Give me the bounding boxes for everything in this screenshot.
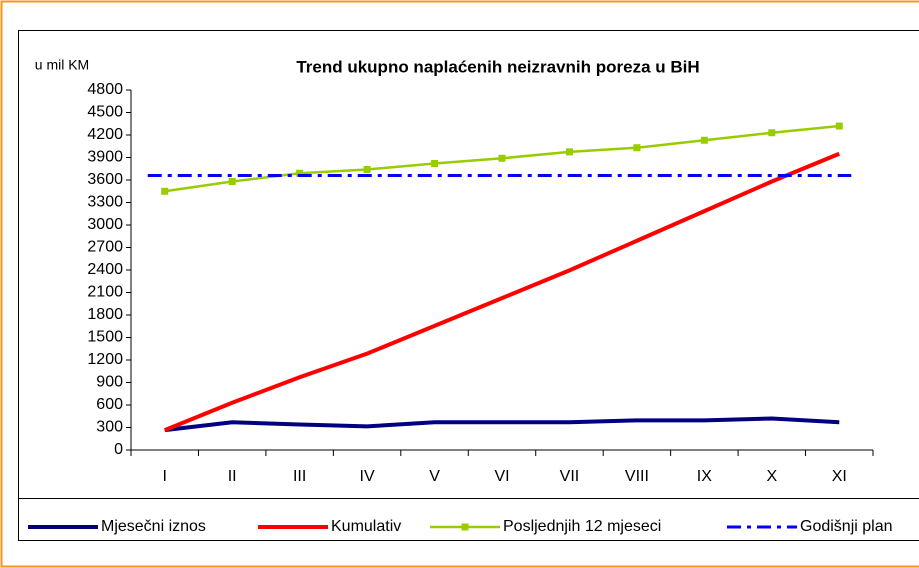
x-tick-label: II [228, 468, 237, 485]
y-tick-label: 2400 [87, 261, 123, 278]
x-tick-label: XI [832, 468, 847, 485]
y-tick-label: 4800 [87, 81, 123, 98]
point-marker [835, 122, 843, 130]
series-line [163, 151, 841, 432]
y-tick-label: 3300 [87, 194, 123, 211]
y-tick-label: 1200 [87, 351, 123, 368]
y-tick-label: 0 [114, 441, 123, 458]
x-tick-label: III [293, 468, 306, 485]
legend-label: Mjesečni iznos [101, 518, 206, 535]
x-tick-label: IX [697, 468, 712, 485]
point-marker [161, 187, 169, 195]
x-tick-label: V [429, 468, 440, 485]
point-marker [565, 148, 573, 156]
point-marker [431, 160, 439, 167]
x-tick-label: X [766, 468, 777, 485]
y-tick-label: 2700 [87, 239, 123, 256]
y-tick-label: 4500 [87, 104, 123, 121]
y-tick-label: 1500 [87, 329, 123, 346]
point-marker [296, 169, 304, 177]
y-tick-label: 3000 [87, 216, 123, 233]
x-tick-label: VII [560, 468, 580, 485]
legend-label: Godišnji plan [800, 518, 893, 535]
legend-marker [461, 523, 469, 531]
legend-label: Posljednjih 12 mjeseci [503, 518, 661, 535]
legend-label: Kumulativ [331, 518, 401, 535]
y-tick-label: 1800 [87, 306, 123, 323]
y-tick-label: 2100 [87, 284, 123, 301]
x-tick-label: IV [360, 468, 375, 485]
y-axis-label: u mil KM [35, 57, 89, 73]
y-tick-label: 900 [96, 374, 123, 391]
y-tick-label: 3900 [87, 149, 123, 166]
y-tick-label: 3600 [87, 171, 123, 188]
point-marker [498, 154, 506, 162]
x-tick-label: VIII [625, 468, 649, 485]
point-marker [228, 178, 236, 185]
y-tick-label: 300 [96, 419, 123, 436]
point-marker [768, 129, 776, 137]
point-marker [700, 136, 708, 144]
chart-frame [18, 30, 919, 541]
y-tick-label: 4200 [87, 126, 123, 143]
x-tick-label: VI [494, 468, 509, 485]
chart-title: Trend ukupno naplaćenih neizravnih porez… [296, 57, 699, 76]
x-tick-label: I [163, 468, 167, 485]
series-line [164, 416, 840, 433]
y-tick-label: 600 [96, 396, 123, 413]
point-marker [633, 144, 641, 152]
point-marker [363, 166, 371, 173]
